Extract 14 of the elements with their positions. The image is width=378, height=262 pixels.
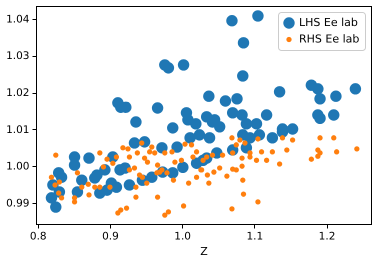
x-tick-label: 1.0 — [174, 230, 191, 242]
y-tick-label: 1.04 — [6, 13, 30, 26]
y-tick-label: 1.03 — [6, 50, 30, 62]
y-tick-label: 0.99 — [6, 198, 30, 210]
x-tick-label: 1.2 — [318, 230, 336, 242]
y-tick-label: 1.00 — [6, 160, 30, 173]
x-tick-label: 1.1 — [246, 230, 264, 242]
y-tick-label: 1.02 — [6, 87, 30, 100]
legend-label: RHS Ee lab — [299, 32, 360, 46]
x-tick-label: 0.9 — [102, 230, 119, 242]
x-axis-title: Z — [200, 245, 208, 258]
legend-label: LHS Ee lab — [299, 16, 358, 29]
x-tick-label: 0.8 — [30, 230, 47, 242]
y-tick-label: 1.01 — [6, 124, 30, 136]
